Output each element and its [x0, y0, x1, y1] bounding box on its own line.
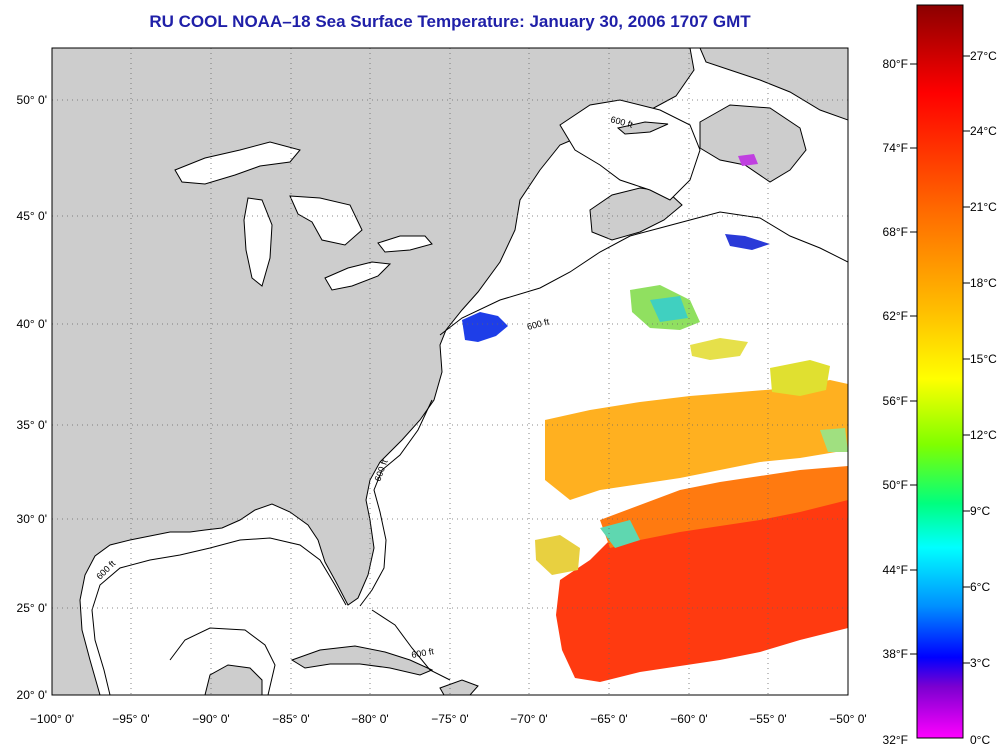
sst-patch-yellow-north: [770, 360, 830, 396]
land-yucatan: [204, 664, 263, 695]
colorbar-f-label: 50°F: [883, 478, 908, 492]
land-hispaniola: [439, 679, 479, 695]
lake-superior: [174, 141, 301, 185]
land-nova-scotia: [589, 187, 683, 241]
lon-label-55: −55° 0': [749, 712, 786, 726]
colorbar-c-label: 3°C: [970, 656, 990, 670]
lat-label-20: 20° 0': [17, 688, 47, 702]
colorbar-c-label: 27°C: [970, 49, 997, 63]
colorbar-f-label: 80°F: [883, 57, 908, 71]
sst-patch-magenta-nf: [738, 154, 758, 166]
lake-huron: [289, 195, 363, 246]
lon-label-65: −65° 0': [590, 712, 627, 726]
land-cuba: [290, 645, 434, 676]
lon-label-60: −60° 0': [670, 712, 707, 726]
land-anticosti: [616, 121, 669, 135]
lon-label-90: −90° 0': [192, 712, 229, 726]
lat-label-25: 25° 0': [17, 601, 47, 615]
lon-label-70: −70° 0': [510, 712, 547, 726]
sst-patch-yellow-west: [535, 535, 580, 575]
sst-patch-orange: [600, 466, 848, 548]
colorbar-ticks: [910, 55, 970, 664]
sst-data-layer: [462, 154, 848, 682]
lake-ontario: [377, 235, 433, 253]
colorbar-c-label: 15°C: [970, 352, 997, 366]
map-title: RU COOL NOAA–18 Sea Surface Temperature:…: [149, 12, 751, 31]
colorbar-f-label: 56°F: [883, 394, 908, 408]
colorbar-c-label: 12°C: [970, 428, 997, 442]
colorbar-f-label: 44°F: [883, 563, 908, 577]
lat-label-40: 40° 0': [17, 317, 47, 331]
lon-label-100: −100° 0': [30, 712, 74, 726]
lake-erie: [324, 261, 392, 291]
colorbar-c-label: 21°C: [970, 200, 997, 214]
colorbar-f-label: 32°F: [883, 733, 908, 747]
land-labrador: [699, 48, 848, 121]
lat-label-45: 45° 0': [17, 209, 47, 223]
colorbar-f-label: 62°F: [883, 309, 908, 323]
lat-label-50: 50° 0': [17, 93, 47, 107]
lat-label-35: 35° 0': [17, 418, 47, 432]
colorbar-f-label: 74°F: [883, 141, 908, 155]
colorbar-f-label: 38°F: [883, 647, 908, 661]
colorbar-c-label: 9°C: [970, 504, 990, 518]
sst-patch-teal-edge: [600, 520, 640, 548]
sst-patch-yellow-mid: [690, 338, 748, 360]
sst-patch-blue-ns: [725, 234, 770, 250]
colorbar-c-label: 24°C: [970, 124, 997, 138]
lake-michigan: [243, 197, 273, 287]
lon-label-75: −75° 0': [431, 712, 468, 726]
sst-patch-yellow-orange: [545, 380, 848, 500]
sst-patch-blue-nj: [462, 312, 508, 342]
colorbar-c-label: 0°C: [970, 733, 990, 747]
land-north-america: [52, 48, 695, 695]
colorbar-c-label: 18°C: [970, 276, 997, 290]
lon-label-50: −50° 0': [829, 712, 866, 726]
land-newfoundland: [699, 104, 807, 183]
colorbar: [916, 4, 964, 739]
lat-label-30: 30° 0': [17, 512, 47, 526]
isobath-lines: [91, 211, 848, 695]
lon-label-95: −95° 0': [112, 712, 149, 726]
sst-patch-teal-north: [650, 296, 688, 322]
colorbar-f-label: 68°F: [883, 225, 908, 239]
map-frame: [51, 47, 849, 696]
isobath-label: 600 ft: [411, 646, 435, 660]
colorbar-c-label: 6°C: [970, 580, 990, 594]
lon-label-85: −85° 0': [272, 712, 309, 726]
sst-patch-green-east: [820, 428, 848, 452]
lon-label-80: −80° 0': [351, 712, 388, 726]
